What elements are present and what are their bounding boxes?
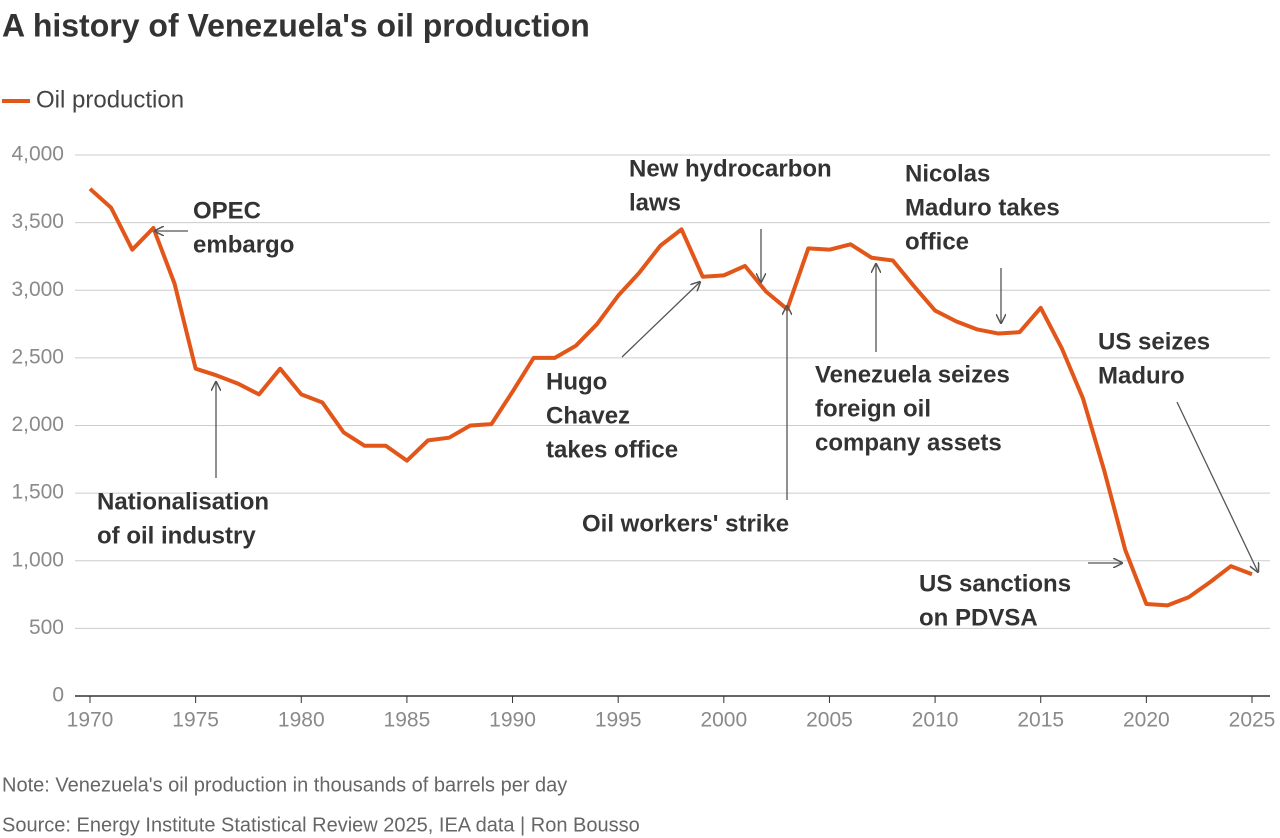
y-tick-label: 4,000	[11, 143, 64, 166]
x-tick-label: 1980	[278, 709, 325, 732]
annotation: on PDVSA	[919, 604, 1038, 631]
note: Note: Venezuela's oil production in thou…	[2, 774, 567, 796]
annotation: Maduro takes	[905, 194, 1060, 221]
annotation-arrow	[621, 282, 700, 358]
x-tick-label: 1990	[489, 709, 536, 732]
annotation: US sanctions	[919, 570, 1071, 597]
x-tick-label: 1985	[384, 709, 431, 732]
x-tick-label: 2010	[912, 709, 959, 732]
x-tick-label: 2005	[806, 709, 853, 732]
annotation: Maduro	[1098, 362, 1185, 389]
y-tick-label: 2,000	[11, 413, 64, 436]
y-tick-label: 2,500	[11, 345, 64, 368]
y-tick-label: 3,500	[11, 210, 64, 233]
annotation: OPEC	[193, 197, 261, 224]
annotation: of oil industry	[97, 522, 256, 549]
y-tick-label: 500	[29, 616, 64, 639]
chart-title: A history of Venezuela's oil production	[2, 7, 590, 43]
legend-label: Oil production	[36, 86, 184, 113]
annotation: Nicolas	[905, 160, 990, 187]
annotation: office	[905, 228, 969, 255]
annotation: embargo	[193, 231, 294, 258]
y-tick-label: 1,500	[11, 481, 64, 504]
annotation-arrow	[1176, 401, 1258, 572]
annotation: US seizes	[1098, 328, 1210, 355]
annotation: Hugo	[546, 368, 607, 395]
annotation: Venezuela seizes	[815, 361, 1010, 388]
x-tick-label: 2025	[1229, 709, 1276, 732]
x-tick-label: 2000	[700, 709, 747, 732]
x-tick-label: 1975	[172, 709, 219, 732]
annotation: New hydrocarbon	[629, 155, 832, 182]
annotation: takes office	[546, 436, 678, 463]
data-line	[88, 187, 1253, 608]
annotation: foreign oil	[815, 395, 931, 422]
x-tick-label: 1970	[67, 709, 114, 732]
annotation: Chavez	[546, 402, 630, 429]
annotation: Oil workers' strike	[582, 510, 789, 537]
annotation: laws	[629, 189, 681, 216]
y-tick-label: 0	[52, 684, 64, 707]
x-tick-label: 2020	[1123, 709, 1170, 732]
y-tick-label: 1,000	[11, 548, 64, 571]
x-tick-label: 2015	[1017, 709, 1064, 732]
source: Source: Energy Institute Statistical Rev…	[2, 814, 640, 836]
x-tick-label: 1995	[595, 709, 642, 732]
y-tick-label: 3,000	[11, 278, 64, 301]
annotation: Nationalisation	[97, 488, 269, 515]
annotation: company assets	[815, 429, 1002, 456]
